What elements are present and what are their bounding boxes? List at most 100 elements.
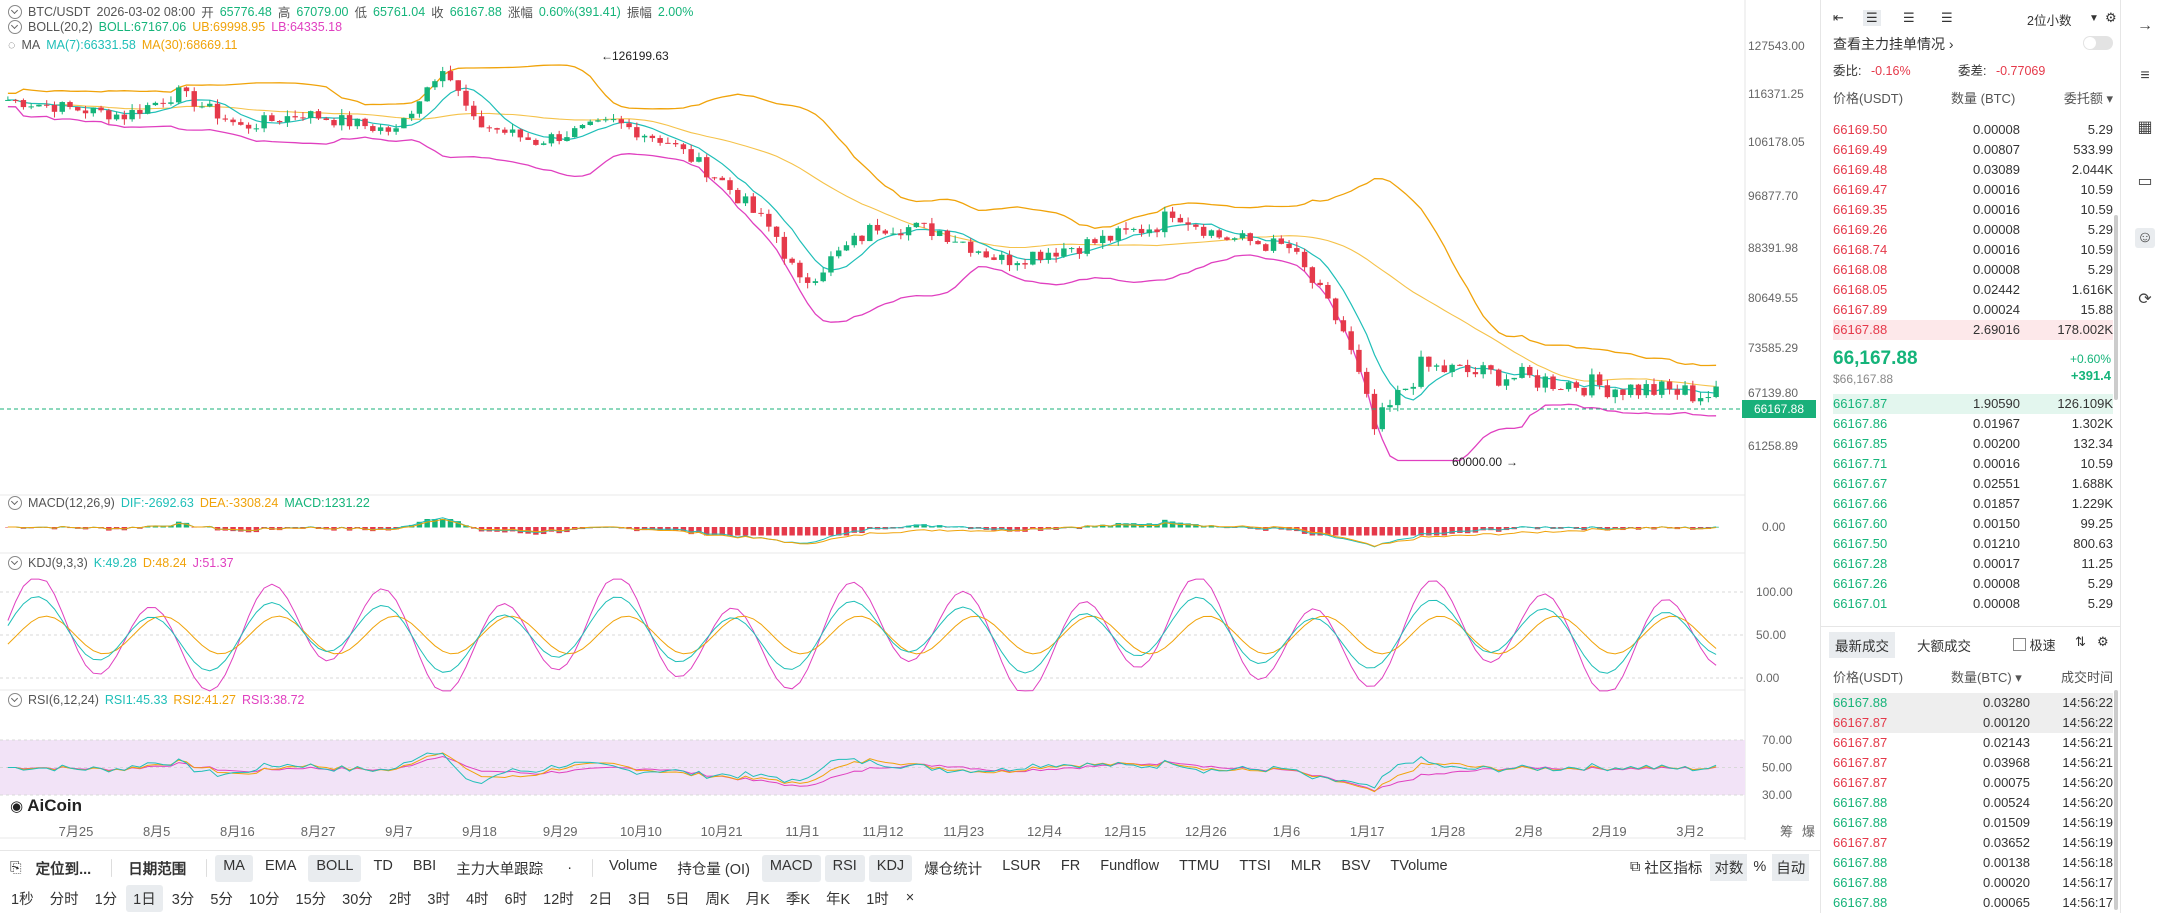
auto-button[interactable]: 自动 bbox=[1772, 853, 1810, 881]
bid-row[interactable]: 66167.28 0.00017 11.25 bbox=[1833, 554, 2113, 574]
sub-indicator-0[interactable]: Volume bbox=[609, 857, 658, 874]
collapse-icon[interactable] bbox=[8, 4, 22, 19]
bid-row[interactable]: 66167.67 0.02551 1.688K bbox=[1833, 474, 2113, 494]
main-orders-toggle[interactable] bbox=[2083, 36, 2113, 50]
bell-icon[interactable]: ◌ bbox=[8, 38, 16, 52]
interval-16[interactable]: 5日 bbox=[666, 891, 690, 908]
main-orders-link[interactable]: 查看主力挂单情况 › bbox=[1833, 34, 1954, 54]
ask-row[interactable]: 66168.08 0.00008 5.29 bbox=[1833, 260, 2113, 280]
locate-button[interactable]: 定位到... bbox=[35, 861, 92, 878]
ask-row[interactable]: 66169.48 0.03089 2.044K bbox=[1833, 160, 2113, 180]
trade-qty-header[interactable]: 数量(BTC) ▾ bbox=[1951, 670, 2022, 685]
robot-icon[interactable]: ☺ bbox=[2135, 228, 2155, 248]
filter-icon[interactable]: ⇅ bbox=[2075, 634, 2086, 649]
interval-17[interactable]: 周K bbox=[705, 891, 730, 908]
interval-9[interactable]: 2时 bbox=[388, 891, 412, 908]
scrollbar[interactable] bbox=[2114, 215, 2118, 400]
sub-indicator-12[interactable]: BSV bbox=[1341, 857, 1371, 874]
ask-row[interactable]: 66168.05 0.02442 1.616K bbox=[1833, 280, 2113, 300]
interval-5[interactable]: 5分 bbox=[210, 891, 233, 908]
percent-button[interactable]: % bbox=[1753, 859, 1767, 875]
community-icon[interactable]: ⧉ bbox=[1630, 859, 1641, 875]
more-icon[interactable]: · bbox=[567, 860, 573, 876]
decimals-select[interactable]: 2位小数 bbox=[2027, 14, 2072, 28]
ask-row[interactable]: 66169.49 0.00807 533.99 bbox=[1833, 140, 2113, 160]
indicator-5[interactable]: 主力大单跟踪 bbox=[456, 861, 544, 878]
list-icon[interactable]: ≡ bbox=[2140, 67, 2150, 84]
interval-13[interactable]: 12时 bbox=[543, 891, 574, 908]
gear-icon[interactable]: ⚙ bbox=[2097, 634, 2109, 649]
interval-18[interactable]: 月K bbox=[745, 891, 770, 908]
ask-row[interactable]: 66169.50 0.00008 5.29 bbox=[1833, 120, 2113, 140]
interval-20[interactable]: 年K bbox=[826, 891, 851, 908]
arrow-right-icon[interactable]: → bbox=[2137, 17, 2153, 34]
interval-14[interactable]: 2日 bbox=[589, 891, 613, 908]
indicator-1[interactable]: EMA bbox=[264, 857, 297, 874]
sub-indicator-3[interactable]: RSI bbox=[824, 854, 865, 882]
interval-1[interactable]: 分时 bbox=[49, 891, 79, 908]
interval-6[interactable]: 10分 bbox=[248, 891, 280, 908]
sub-indicator-2[interactable]: MACD bbox=[761, 854, 821, 882]
date-range-button[interactable]: 日期范围 bbox=[128, 861, 187, 878]
interval-3[interactable]: 1日 bbox=[126, 884, 163, 912]
interval-7[interactable]: 15分 bbox=[295, 891, 327, 908]
ask-row[interactable]: 66169.26 0.00008 5.29 bbox=[1833, 220, 2113, 240]
sub-indicator-13[interactable]: TVolume bbox=[1390, 857, 1448, 874]
interval-4[interactable]: 3分 bbox=[171, 891, 195, 908]
ask-row[interactable]: 66167.89 0.00024 15.88 bbox=[1833, 300, 2113, 320]
interval-21[interactable]: 1时 bbox=[866, 891, 889, 908]
bids-only-icon[interactable]: ☰ bbox=[1903, 10, 1915, 25]
locate-icon[interactable]: ⎘ bbox=[10, 860, 22, 876]
indicator-0[interactable]: MA bbox=[215, 854, 253, 882]
sub-indicator-1[interactable]: 持仓量 (OI) bbox=[677, 861, 750, 878]
gear-icon[interactable]: ⚙ bbox=[2105, 10, 2117, 25]
bid-row[interactable]: 66167.71 0.00016 10.59 bbox=[1833, 454, 2113, 474]
interval-2[interactable]: 1分 bbox=[94, 891, 118, 908]
ask-row[interactable]: 66168.74 0.00016 10.59 bbox=[1833, 240, 2113, 260]
chevron-down-icon[interactable]: ▼ bbox=[2089, 13, 2099, 24]
collapse-icon[interactable] bbox=[8, 496, 22, 510]
scrollbar[interactable] bbox=[2114, 690, 2118, 910]
bid-row[interactable]: 66167.87 1.90590 126.109K bbox=[1833, 394, 2113, 414]
bid-row[interactable]: 66167.01 0.00008 5.29 bbox=[1833, 594, 2113, 614]
tab-latest-trades[interactable]: 最新成交 bbox=[1829, 632, 1895, 658]
indicator-4[interactable]: BBI bbox=[412, 857, 437, 874]
collapse-icon[interactable] bbox=[8, 693, 22, 707]
interval-15[interactable]: 3日 bbox=[628, 891, 651, 908]
asks-only-icon[interactable]: ☰ bbox=[1941, 10, 1953, 25]
sub-indicator-8[interactable]: Fundflow bbox=[1100, 857, 1160, 874]
sub-indicator-5[interactable]: 爆仓统计 bbox=[924, 861, 983, 878]
interval-11[interactable]: 4时 bbox=[465, 891, 489, 908]
tab-big-trades[interactable]: 大额成交 bbox=[1917, 639, 1971, 654]
community-indicators-button[interactable]: 社区指标 bbox=[1644, 860, 1703, 877]
interval-8[interactable]: 30分 bbox=[342, 891, 373, 908]
chart-icon[interactable]: ▦ bbox=[2137, 119, 2153, 136]
amount-header[interactable]: 委托额 ▾ bbox=[2063, 91, 2113, 106]
ask-row[interactable]: 66167.88 2.69016 178.002K bbox=[1833, 320, 2113, 340]
bid-row[interactable]: 66167.85 0.00200 132.34 bbox=[1833, 434, 2113, 454]
sub-indicator-10[interactable]: TTSI bbox=[1239, 857, 1271, 874]
bid-row[interactable]: 66167.26 0.00008 5.29 bbox=[1833, 574, 2113, 594]
chart-area[interactable]: 127543.00 116371.25 106178.05 96877.70 88391… bbox=[0, 0, 1820, 914]
interval-0[interactable]: 1秒 bbox=[11, 891, 34, 908]
layout-icon[interactable]: ⇤ bbox=[1833, 10, 1844, 25]
card-icon[interactable]: ▭ bbox=[2137, 173, 2153, 190]
log-button[interactable]: 对数 bbox=[1710, 853, 1748, 881]
kline-chart[interactable]: 127543.00 116371.25 106178.05 96877.70 88391… bbox=[0, 0, 1820, 850]
sub-indicator-7[interactable]: FR bbox=[1060, 857, 1081, 874]
bid-row[interactable]: 66167.60 0.00150 99.25 bbox=[1833, 514, 2113, 534]
close-icon[interactable]: × bbox=[905, 890, 915, 906]
sync-icon[interactable]: ⟳ bbox=[2138, 291, 2152, 308]
bid-row[interactable]: 66167.86 0.01967 1.302K bbox=[1833, 414, 2113, 434]
ask-row[interactable]: 66169.47 0.00016 10.59 bbox=[1833, 180, 2113, 200]
fast-mode-checkbox[interactable]: 极速 bbox=[2013, 635, 2056, 654]
sub-indicator-11[interactable]: MLR bbox=[1290, 857, 1322, 874]
interval-12[interactable]: 6时 bbox=[504, 891, 528, 908]
sub-indicator-9[interactable]: TTMU bbox=[1179, 857, 1220, 874]
bid-row[interactable]: 66167.50 0.01210 800.63 bbox=[1833, 534, 2113, 554]
bid-row[interactable]: 66167.66 0.01857 1.229K bbox=[1833, 494, 2113, 514]
collapse-icon[interactable] bbox=[8, 20, 22, 34]
both-sides-icon[interactable]: ☰ bbox=[1863, 10, 1881, 26]
interval-10[interactable]: 3时 bbox=[427, 891, 450, 908]
sub-indicator-6[interactable]: LSUR bbox=[1002, 857, 1041, 874]
